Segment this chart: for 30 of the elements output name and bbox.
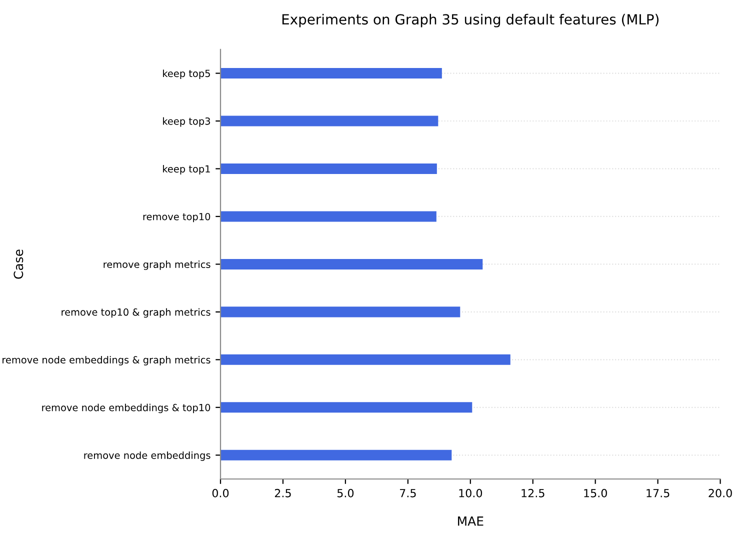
y-tick-label: keep top5 [163,70,210,79]
x-tick-label: 15.0 [584,488,607,498]
y-tick-label: remove graph metrics [104,260,210,270]
y-tick-label: remove top10 & graph metrics [62,308,210,318]
x-axis-title: MAE [458,516,484,526]
bar [220,306,460,318]
x-tick-label: 12.5 [522,488,544,498]
bar [220,354,510,365]
x-tick-label: 10.0 [459,488,482,498]
x-tick-label: 7.5 [400,489,416,498]
y-tick-label: keep top3 [163,117,210,127]
bar [220,163,437,174]
x-tick-label: 20.0 [708,488,732,498]
y-tick-label: keep top1 [163,165,210,174]
bar [220,116,438,126]
chart-title: Experiments on Graph 35 using default features (MLP) [282,14,659,28]
x-tick-label: 5.0 [337,488,354,498]
x-tick-label: 17.5 [646,489,670,498]
y-tick-label: remove node embeddings & top10 [42,404,210,414]
y-tick-label: remove top10 [143,212,210,222]
bar [220,68,442,79]
y-tick-label: remove node embeddings [84,451,210,461]
bar [220,258,483,270]
y-axis-title: Case [14,250,24,279]
bar [220,402,472,413]
x-tick-label: 0.0 [212,488,229,498]
bar [220,211,436,222]
y-tick-label: remove node embeddings & graph metrics [2,356,210,366]
x-tick-label: 2.5 [274,488,291,498]
bar [220,450,452,460]
